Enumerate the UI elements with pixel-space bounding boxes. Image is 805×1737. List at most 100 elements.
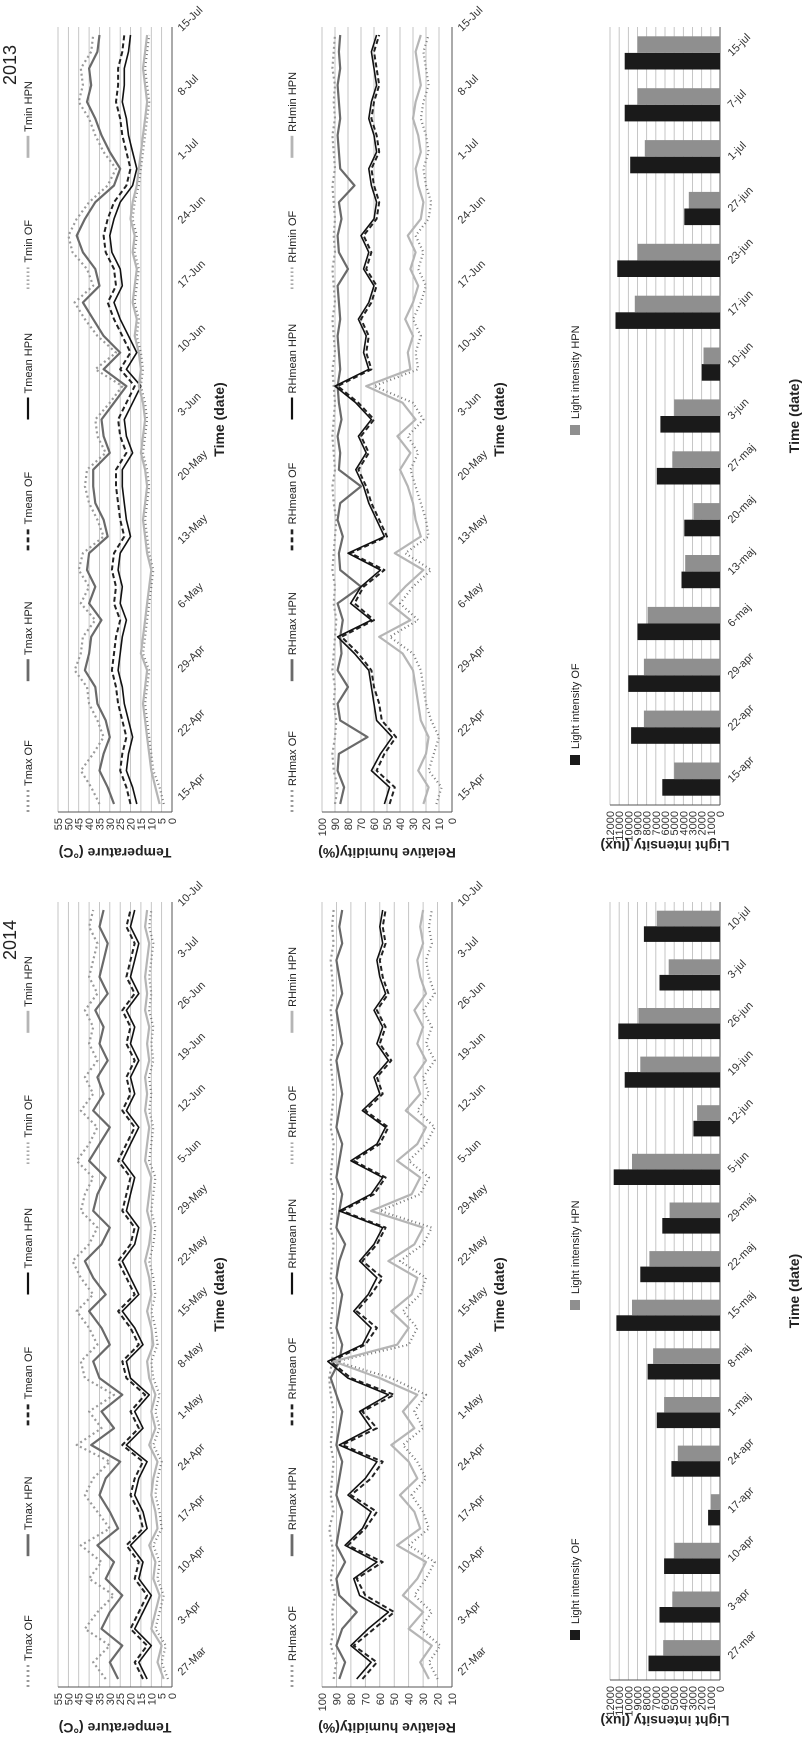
bar	[662, 1218, 721, 1234]
legend-swatch	[570, 425, 580, 435]
x-tick-label: 5-jun	[726, 1150, 752, 1176]
y-tick-label: 2000	[697, 811, 709, 835]
x-tick-label: 29-May	[456, 1182, 491, 1217]
x-tick-label: 24-apr	[726, 1436, 757, 1467]
x-tick-label: 22-May	[176, 1233, 211, 1268]
legend-label: RHmin OF	[287, 210, 299, 262]
legend-label: RHmax HPN	[287, 592, 299, 655]
x-tick-label: 26-Jun	[176, 979, 208, 1011]
x-tick-label: 10-apr	[726, 1533, 757, 1564]
x-tick-label: 5-Jun	[456, 1138, 484, 1166]
x-axis-title: Time (date)	[211, 382, 227, 456]
series-line	[121, 909, 153, 1680]
legend-label: RHmin HPN	[287, 72, 299, 132]
x-tick-label: 15-May	[176, 1284, 211, 1319]
bar	[616, 1315, 720, 1331]
x-tick-label: 8-Jul	[176, 73, 201, 98]
y-tick-label: 1000	[706, 811, 718, 835]
y-tick-label: 3000	[688, 811, 700, 835]
y-tick-label: 0	[715, 1686, 727, 1692]
legend-label: RHmean HPN	[287, 324, 299, 394]
x-tick-label: 3-jun	[726, 396, 752, 422]
year-label: 2013	[0, 45, 20, 85]
x-tick-label: 1-Jul	[456, 137, 481, 162]
x-tick-label: 15-Apr	[176, 771, 208, 803]
x-tick-label: 6-maj	[726, 602, 754, 630]
legend-label: Tmean OF	[23, 471, 35, 524]
x-tick-label: 23-jun	[726, 236, 756, 266]
bar	[630, 156, 720, 174]
y-tick-label: 0	[447, 818, 459, 824]
series-line	[336, 34, 398, 805]
series-line	[83, 909, 124, 1680]
series-line	[331, 34, 339, 805]
bar	[663, 1640, 720, 1656]
legend-label: Light intensity HPN	[570, 1200, 582, 1294]
bar	[653, 1348, 720, 1364]
x-tick-label: 20-May	[456, 448, 491, 483]
y-tick-label: 50	[63, 818, 75, 830]
bar	[668, 959, 720, 975]
x-tick-label: 10-Jul	[456, 879, 486, 909]
bar	[656, 1412, 721, 1429]
y-tick-label: 20	[433, 1693, 445, 1705]
bar	[640, 1266, 721, 1283]
bar	[656, 467, 721, 485]
x-tick-label: 1-Jul	[176, 137, 201, 162]
x-tick-label: 13-May	[176, 512, 211, 547]
y-tick-label: 55	[53, 1693, 65, 1705]
legend-label: Tmin HPN	[23, 956, 35, 1007]
legend-label: RHmean OF	[287, 1337, 299, 1399]
bar	[631, 727, 720, 744]
x-tick-label: 27-jun	[726, 185, 756, 215]
x-axis-title: Time (date)	[786, 379, 802, 453]
x-tick-label: 27-mar	[726, 1628, 759, 1661]
bar	[659, 1606, 720, 1623]
y-tick-label: 5000	[669, 811, 681, 835]
x-tick-label: 6-May	[456, 580, 486, 610]
series-line	[329, 909, 358, 1680]
y-tick-label: 40	[84, 1693, 96, 1705]
bar	[697, 1105, 721, 1121]
y-tick-label: 6000	[660, 811, 672, 835]
x-tick-label: 29-apr	[726, 650, 757, 681]
bar	[660, 416, 720, 433]
x-tick-label: 26-Jun	[456, 979, 488, 1011]
bar	[643, 710, 720, 728]
x-tick-label: 10-Jun	[176, 322, 208, 354]
y-tick-label: 7000	[651, 811, 663, 835]
bar	[685, 555, 720, 572]
x-tick-label: 24-Apr	[456, 1441, 488, 1473]
x-tick-label: 15-May	[456, 1284, 491, 1319]
y-tick-label: 30	[418, 1693, 430, 1705]
series-line	[102, 34, 136, 805]
y-tick-label: 20	[421, 818, 433, 830]
y-tick-label: 40	[395, 818, 407, 830]
x-tick-label: 17-apr	[726, 1485, 757, 1516]
legend-label: Tmax HPN	[23, 601, 35, 655]
series-line	[67, 34, 124, 805]
y-axis-title: Relative humidity(%)	[318, 845, 456, 861]
legend-label: Tmean OF	[23, 1346, 35, 1399]
y-tick-label: 45	[74, 818, 86, 830]
legend-label: RHmax OF	[287, 731, 299, 786]
y-tick-label: 6000	[660, 1686, 672, 1710]
legend-label: RHmean HPN	[287, 1199, 299, 1269]
x-tick-label: 17-Jun	[176, 258, 208, 290]
y-tick-label: 30	[105, 818, 117, 830]
bar	[677, 1445, 721, 1462]
legend-label: RHmin HPN	[287, 947, 299, 1007]
x-tick-label: 10-Jul	[176, 879, 206, 909]
x-tick-label: 10-Apr	[176, 1544, 208, 1576]
bar	[618, 1023, 721, 1040]
x-tick-label: 10-jul	[726, 905, 754, 933]
bar	[671, 1461, 720, 1477]
x-axis-title: Time (date)	[211, 1257, 227, 1331]
series-line	[328, 909, 338, 1680]
x-tick-label: 1-jul	[726, 140, 749, 163]
bar	[664, 1558, 720, 1574]
legend-label: Tmax HPN	[23, 1476, 35, 1530]
bar	[669, 1202, 721, 1219]
x-tick-label: 29-Apr	[456, 643, 488, 675]
